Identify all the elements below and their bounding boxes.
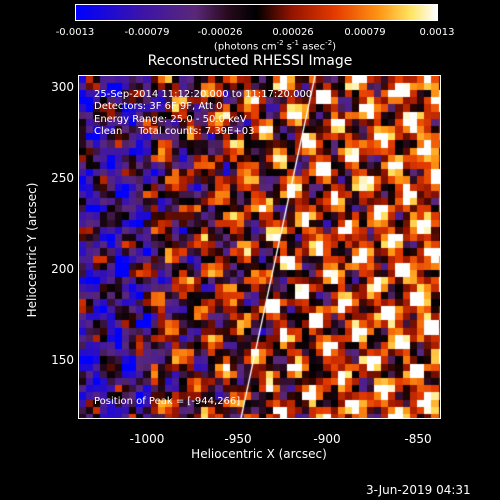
- colorbar: [75, 4, 438, 21]
- y-tick-label: 300: [51, 80, 74, 94]
- legend-energy: Energy Range: 25.0 - 50.0 keV: [94, 114, 247, 125]
- y-tick-label: 150: [51, 353, 74, 367]
- colorbar-unit-label: (photons cm-2 s-1 asec-2): [213, 39, 337, 53]
- colorbar-tick: -0.00079: [124, 27, 170, 38]
- rhessi-image: [79, 76, 440, 418]
- x-tick-label: -900: [313, 432, 341, 446]
- x-tick-label: -850: [404, 432, 432, 446]
- legend-detectors: Detectors: 3F 6F 9F, Att 0: [94, 101, 223, 112]
- legend-clean: Clean Total counts: 7.39E+03: [94, 126, 255, 137]
- timestamp: 3-Jun-2019 04:31: [366, 483, 471, 497]
- colorbar-tick: -0.00026: [197, 27, 243, 38]
- x-axis-label: Heliocentric X (arcsec): [191, 447, 327, 461]
- plot-title: Reconstructed RHESSI Image: [147, 53, 353, 69]
- y-axis-label: Heliocentric Y (arcsec): [25, 182, 39, 318]
- rhessi-image-plot: [78, 75, 441, 419]
- y-tick-label: 250: [51, 171, 74, 185]
- x-tick-label: -950: [224, 432, 252, 446]
- colorbar-tick: -0.0013: [55, 27, 95, 38]
- colorbar-tick: 0.0013: [419, 27, 455, 38]
- colorbar-tick: 0.00079: [344, 27, 386, 38]
- colorbar-tick: 0.00026: [272, 27, 314, 38]
- peak-position-label: Position of Peak = [-944,266]: [94, 396, 241, 407]
- x-tick-label: -1000: [129, 432, 165, 446]
- y-tick-label: 200: [51, 262, 74, 276]
- legend-time: 25-Sep-2014 11:12:20.000 to 11:17:20.000: [94, 89, 313, 100]
